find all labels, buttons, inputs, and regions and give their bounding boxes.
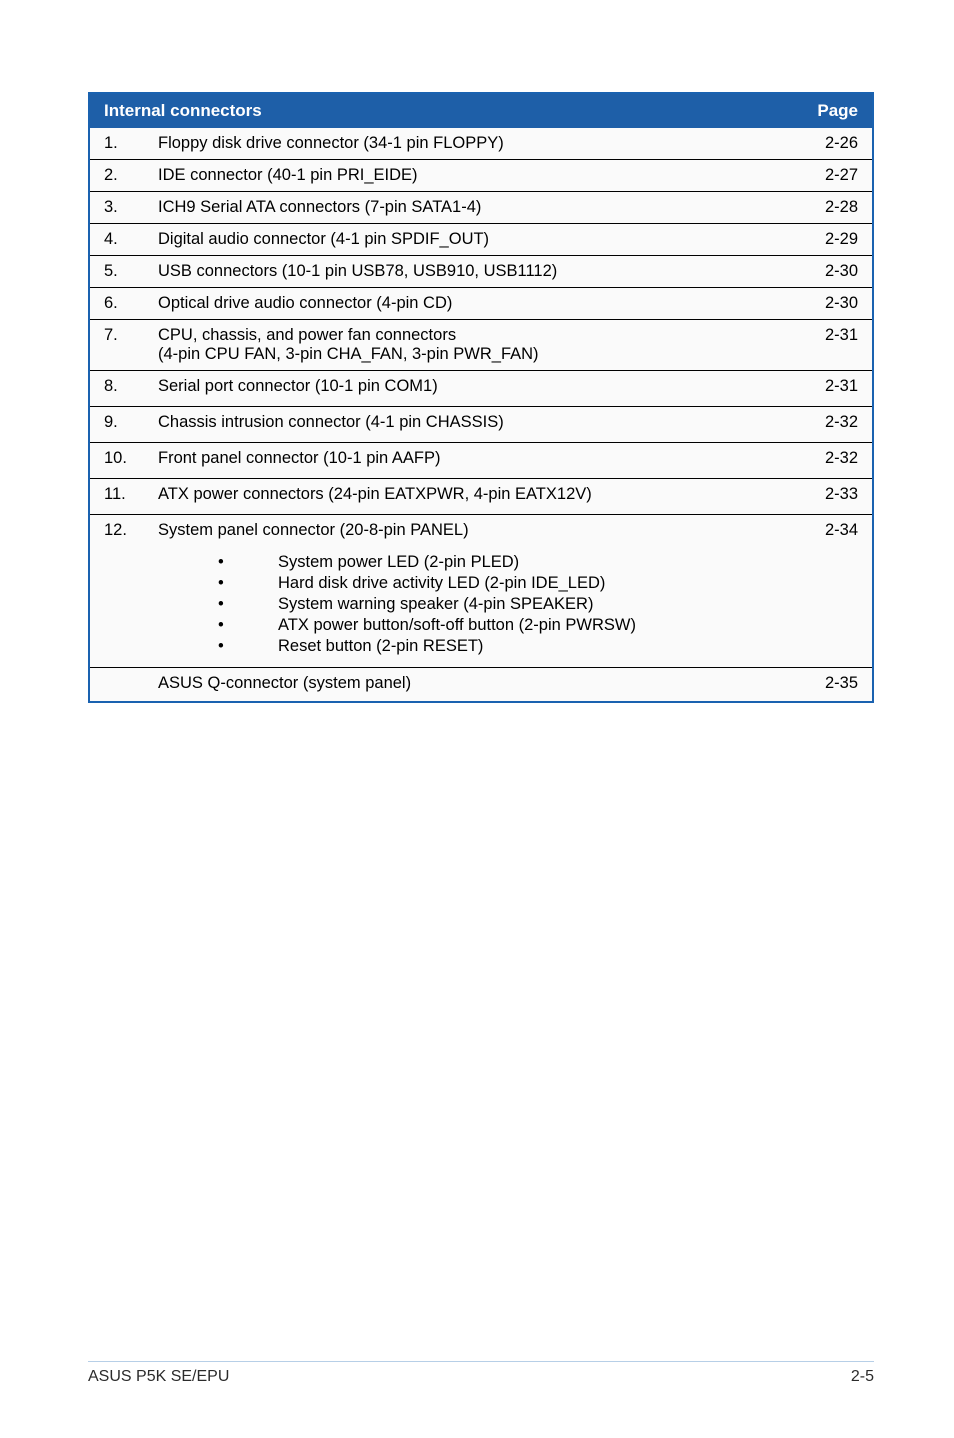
- row-desc: System panel connector (20-8-pin PANEL): [144, 515, 803, 547]
- table-row: 8. Serial port connector (10-1 pin COM1)…: [90, 371, 872, 407]
- list-item: •Hard disk drive activity LED (2-pin IDE…: [218, 573, 793, 594]
- table-row-sublist: •System power LED (2-pin PLED) •Hard dis…: [90, 546, 872, 668]
- row-page: 2-28: [803, 192, 872, 224]
- row-page: 2-31: [803, 320, 872, 371]
- row-number: 12.: [90, 515, 144, 547]
- table-row: 5. USB connectors (10-1 pin USB78, USB91…: [90, 256, 872, 288]
- list-item-label: Reset button (2-pin RESET): [278, 637, 483, 656]
- row-desc: •System power LED (2-pin PLED) •Hard dis…: [144, 546, 803, 668]
- table-header-title: Internal connectors: [90, 94, 803, 128]
- connectors-table: Internal connectors Page 1. Floppy disk …: [90, 94, 872, 701]
- row-page: 2-35: [803, 668, 872, 702]
- list-item: •System warning speaker (4-pin SPEAKER): [218, 594, 793, 615]
- row-number: [90, 668, 144, 702]
- row-desc: Front panel connector (10-1 pin AAFP): [144, 443, 803, 479]
- row-page: 2-30: [803, 256, 872, 288]
- row-desc: ICH9 Serial ATA connectors (7-pin SATA1-…: [144, 192, 803, 224]
- list-item: •ATX power button/soft-off button (2-pin…: [218, 615, 793, 636]
- row-page: 2-30: [803, 288, 872, 320]
- list-item-label: Hard disk drive activity LED (2-pin IDE_…: [278, 574, 605, 593]
- table-row: 10. Front panel connector (10-1 pin AAFP…: [90, 443, 872, 479]
- row-desc: Optical drive audio connector (4-pin CD): [144, 288, 803, 320]
- row-page: 2-32: [803, 407, 872, 443]
- table-row: ASUS Q-connector (system panel) 2-35: [90, 668, 872, 702]
- list-item-label: ATX power button/soft-off button (2-pin …: [278, 616, 636, 635]
- row-page: 2-33: [803, 479, 872, 515]
- footer-page-number: 2-5: [851, 1368, 874, 1386]
- table-row: 11. ATX power connectors (24-pin EATXPWR…: [90, 479, 872, 515]
- row-number: 5.: [90, 256, 144, 288]
- row-desc: Chassis intrusion connector (4-1 pin CHA…: [144, 407, 803, 443]
- row-page: [803, 546, 872, 668]
- row-number: 4.: [90, 224, 144, 256]
- row-page: 2-26: [803, 128, 872, 160]
- bullet-icon: •: [218, 574, 278, 593]
- table-row: 4. Digital audio connector (4-1 pin SPDI…: [90, 224, 872, 256]
- row-page: 2-32: [803, 443, 872, 479]
- table-row: 9. Chassis intrusion connector (4-1 pin …: [90, 407, 872, 443]
- bullet-icon: •: [218, 616, 278, 635]
- list-item-label: System power LED (2-pin PLED): [278, 553, 519, 572]
- row-desc: Digital audio connector (4-1 pin SPDIF_O…: [144, 224, 803, 256]
- row-page: 2-31: [803, 371, 872, 407]
- row-page: 2-34: [803, 515, 872, 547]
- row-number: 9.: [90, 407, 144, 443]
- row-page: 2-27: [803, 160, 872, 192]
- bullet-icon: •: [218, 595, 278, 614]
- footer-product: ASUS P5K SE/EPU: [88, 1368, 229, 1386]
- row-number: 7.: [90, 320, 144, 371]
- row-number: 3.: [90, 192, 144, 224]
- row-number: 2.: [90, 160, 144, 192]
- connectors-table-wrap: Internal connectors Page 1. Floppy disk …: [88, 92, 874, 703]
- row-page: 2-29: [803, 224, 872, 256]
- table-header-page: Page: [803, 94, 872, 128]
- bullet-icon: •: [218, 553, 278, 572]
- row-desc: IDE connector (40-1 pin PRI_EIDE): [144, 160, 803, 192]
- row-desc: Floppy disk drive connector (34-1 pin FL…: [144, 128, 803, 160]
- list-item-label: System warning speaker (4-pin SPEAKER): [278, 595, 593, 614]
- row-number: 11.: [90, 479, 144, 515]
- table-row: 2. IDE connector (40-1 pin PRI_EIDE) 2-2…: [90, 160, 872, 192]
- subitem-list: •System power LED (2-pin PLED) •Hard dis…: [158, 548, 793, 659]
- table-row: 7. CPU, chassis, and power fan connector…: [90, 320, 872, 371]
- row-desc: ATX power connectors (24-pin EATXPWR, 4-…: [144, 479, 803, 515]
- list-item: •Reset button (2-pin RESET): [218, 636, 793, 657]
- row-number: 8.: [90, 371, 144, 407]
- row-number: 1.: [90, 128, 144, 160]
- row-desc: ASUS Q-connector (system panel): [144, 668, 803, 702]
- row-desc: USB connectors (10-1 pin USB78, USB910, …: [144, 256, 803, 288]
- row-number: [90, 546, 144, 668]
- bullet-icon: •: [218, 637, 278, 656]
- page-footer: ASUS P5K SE/EPU 2-5: [88, 1361, 874, 1386]
- row-number: 10.: [90, 443, 144, 479]
- table-row: 6. Optical drive audio connector (4-pin …: [90, 288, 872, 320]
- row-desc: CPU, chassis, and power fan connectors (…: [144, 320, 803, 371]
- table-row: 3. ICH9 Serial ATA connectors (7-pin SAT…: [90, 192, 872, 224]
- table-row: 1. Floppy disk drive connector (34-1 pin…: [90, 128, 872, 160]
- table-row: 12. System panel connector (20-8-pin PAN…: [90, 515, 872, 547]
- row-desc: Serial port connector (10-1 pin COM1): [144, 371, 803, 407]
- list-item: •System power LED (2-pin PLED): [218, 552, 793, 573]
- row-number: 6.: [90, 288, 144, 320]
